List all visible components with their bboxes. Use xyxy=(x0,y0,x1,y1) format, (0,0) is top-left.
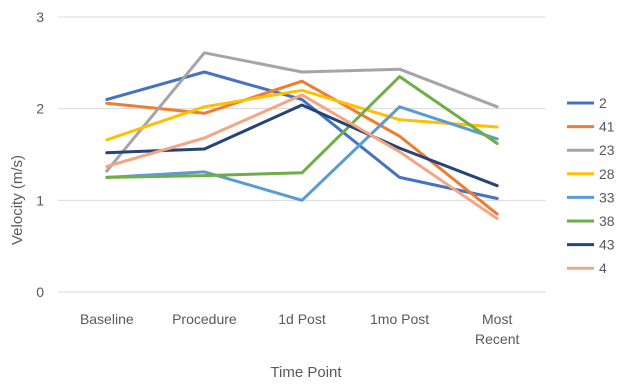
x-tick-label: Most Recent xyxy=(475,311,519,347)
legend-label: 28 xyxy=(599,166,615,182)
series-line-38 xyxy=(105,75,499,179)
y-tick-label: 0 xyxy=(36,284,44,300)
x-axis-title: Time Point xyxy=(270,364,342,381)
legend-label: 33 xyxy=(599,189,615,205)
series-line-4 xyxy=(105,93,499,221)
y-tick-label: 3 xyxy=(36,9,44,25)
series-line-23 xyxy=(105,51,499,173)
legend: 2 41 23 28 33 38 43 4 xyxy=(567,95,615,276)
y-tick-label: 2 xyxy=(36,101,44,117)
series-lines xyxy=(105,51,499,221)
legend-item: 41 xyxy=(567,119,615,135)
legend-item: 2 xyxy=(567,95,607,111)
series-line-2 xyxy=(105,70,499,200)
x-tick-label: 1d Post xyxy=(278,311,326,327)
legend-label: 4 xyxy=(599,260,607,276)
y-axis-title: Velocity (m/s) xyxy=(9,155,26,245)
legend-item: 4 xyxy=(567,260,607,276)
series-line-33 xyxy=(105,105,499,202)
legend-label: 41 xyxy=(599,119,615,135)
x-tick-label: Baseline xyxy=(80,311,134,327)
x-tick-label: Procedure xyxy=(172,311,237,327)
legend-label: 23 xyxy=(599,142,615,158)
legend-label: 38 xyxy=(599,213,615,229)
legend-item: 38 xyxy=(567,213,615,229)
y-tick-label: 1 xyxy=(36,192,44,208)
legend-item: 23 xyxy=(567,142,615,158)
legend-label: 43 xyxy=(599,237,615,253)
gridlines xyxy=(58,16,546,293)
x-axis-ticks: Baseline Procedure 1d Post 1mo Post Most Rece… xyxy=(80,311,520,347)
legend-item: 28 xyxy=(567,166,615,182)
y-axis-ticks: 0 1 2 3 xyxy=(36,9,44,300)
series-line-28 xyxy=(105,88,499,142)
legend-label: 2 xyxy=(599,95,607,111)
legend-item: 43 xyxy=(567,237,615,253)
legend-item: 33 xyxy=(567,189,615,205)
x-tick-label: 1mo Post xyxy=(370,311,429,327)
series-line-43 xyxy=(105,103,499,188)
